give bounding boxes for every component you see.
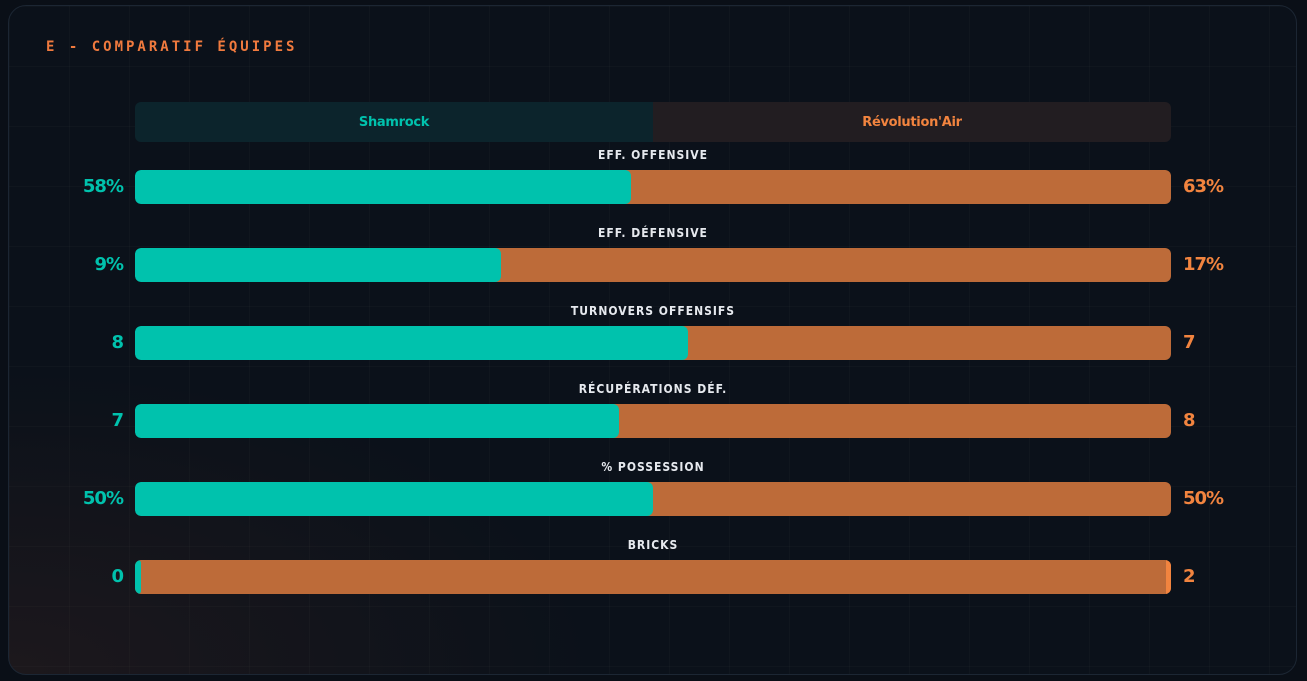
bar-segment-revolution-air xyxy=(680,326,1171,360)
stat-label: BRICKS xyxy=(627,538,679,552)
value-revolution-air: 7 xyxy=(1183,332,1196,353)
bar-segment-revolution-air xyxy=(493,248,1171,282)
bar-segment-shamrock xyxy=(135,560,141,594)
value-revolution-air: 8 xyxy=(1183,410,1196,431)
bar-segment-revolution-air xyxy=(645,482,1171,516)
team-name-shamrock: Shamrock xyxy=(358,114,430,130)
comparison-bar xyxy=(135,170,1171,204)
bar-segment-shamrock xyxy=(135,404,619,438)
bar-segment-revolution-air xyxy=(135,560,1171,594)
comparison-bar xyxy=(135,560,1171,594)
bar-end-marker xyxy=(1166,560,1171,594)
value-shamrock: 58% xyxy=(82,176,124,197)
comparison-bar xyxy=(135,482,1171,516)
bar-segment-revolution-air xyxy=(611,404,1171,438)
bar-segment-shamrock xyxy=(135,326,688,360)
stat-label: % POSSESSION xyxy=(601,460,705,474)
value-revolution-air: 50% xyxy=(1183,488,1224,509)
bar-segment-shamrock xyxy=(135,248,501,282)
panel-title: E - COMPARATIF ÉQUIPES xyxy=(46,39,298,55)
team-name-revolution-air: Révolution'Air xyxy=(862,114,962,130)
value-revolution-air: 2 xyxy=(1183,566,1196,587)
value-shamrock: 7 xyxy=(111,410,124,431)
team-header-shamrock: Shamrock xyxy=(135,102,653,142)
team-comparison-panel: E - COMPARATIF ÉQUIPES Shamrock Révoluti… xyxy=(8,5,1297,675)
comparison-bar xyxy=(135,248,1171,282)
value-shamrock: 9% xyxy=(94,254,124,275)
stat-label: EFF. DÉFENSIVE xyxy=(598,226,708,240)
stat-label: TURNOVERS OFFENSIFS xyxy=(570,304,736,318)
value-shamrock: 0 xyxy=(111,566,124,587)
stat-label: RÉCUPÉRATIONS DÉF. xyxy=(578,382,728,396)
bar-segment-revolution-air xyxy=(623,170,1171,204)
comparison-bar xyxy=(135,326,1171,360)
comparison-bar xyxy=(135,404,1171,438)
team-header-revolution-air: Révolution'Air xyxy=(653,102,1171,142)
value-revolution-air: 17% xyxy=(1183,254,1224,275)
bar-segment-shamrock xyxy=(135,170,631,204)
stat-label: EFF. OFFENSIVE xyxy=(597,148,709,162)
value-shamrock: 50% xyxy=(82,488,124,509)
value-shamrock: 8 xyxy=(111,332,124,353)
value-revolution-air: 63% xyxy=(1183,176,1224,197)
bar-segment-shamrock xyxy=(135,482,653,516)
